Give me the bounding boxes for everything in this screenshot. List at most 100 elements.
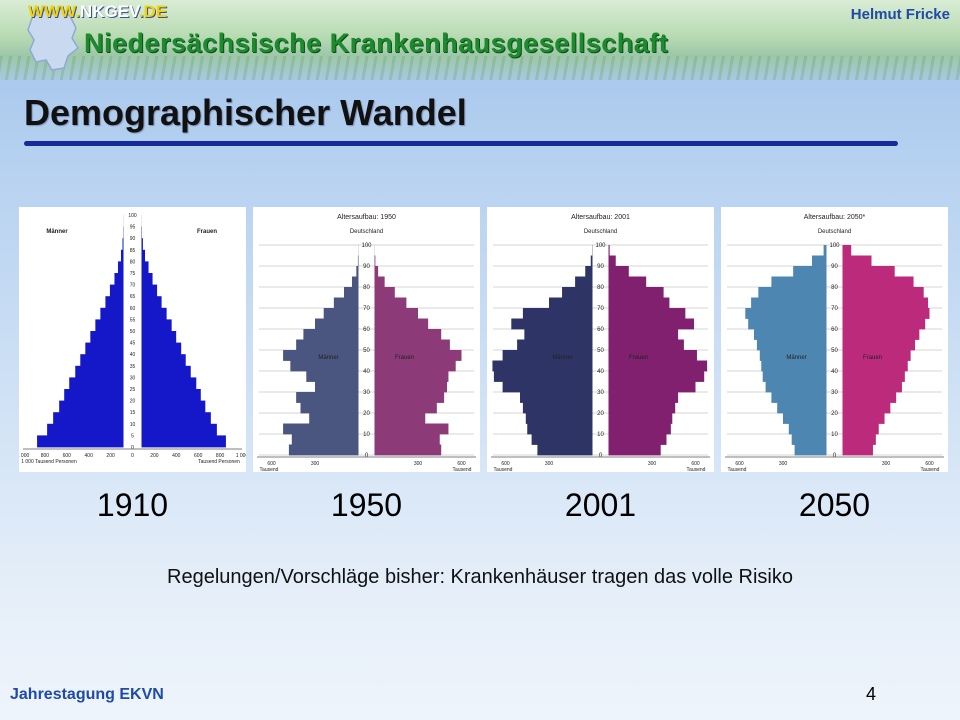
age-tick-label: 20: [363, 411, 370, 417]
age-tick-label: 50: [831, 348, 838, 354]
bar-women-age-90: [608, 255, 616, 267]
pyramid-subtitle: Deutschland: [584, 229, 617, 235]
bar-women-age-25: [141, 377, 197, 390]
bar-men-age-85: [122, 238, 124, 251]
age-tick-label: 40: [363, 369, 370, 375]
bar-men-age-65: [745, 308, 827, 319]
age-tick-label: 70: [831, 306, 838, 312]
bar-women-age-60: [374, 318, 429, 330]
bar-women-age-70: [842, 297, 929, 309]
x-tick-label: 300: [311, 461, 320, 467]
bar-men-age-85: [585, 266, 593, 277]
bar-women-age-10: [608, 423, 671, 435]
bar-men-age-10: [527, 423, 593, 435]
age-tick-label: 10: [831, 432, 838, 438]
bar-men-age-15: [309, 413, 359, 424]
bar-women-age-90: [842, 255, 872, 267]
age-tick-label: 100: [361, 243, 372, 249]
bar-women-age-40: [141, 342, 182, 355]
bar-women-age-50: [608, 339, 684, 351]
bar-women-age-80: [374, 276, 385, 288]
bar-women-age-45: [842, 350, 911, 361]
bar-men-age-90: [590, 255, 593, 267]
label-women: Frauen: [863, 355, 882, 361]
bar-men-age-0: [37, 435, 124, 448]
bar-men-age-55: [524, 329, 593, 340]
slide-footnote: Regelungen/Vorschläge bisher: Krankenhäu…: [167, 566, 793, 588]
bar-men-age-30: [315, 381, 359, 393]
website-url[interactable]: WWW.NKGEV.DE: [28, 2, 167, 22]
bar-women-age-85: [608, 266, 629, 277]
x-tick-label: 300: [545, 461, 554, 467]
title-underline: [24, 141, 898, 146]
bar-men-age-15: [59, 400, 124, 413]
bar-women-age-20: [608, 402, 676, 414]
x-tick-label: 1 000: [19, 453, 29, 459]
bar-men-age-50: [517, 339, 593, 351]
bar-men-age-45: [283, 350, 359, 361]
bar-women-age-10: [141, 412, 211, 425]
age-tick-label: 0: [365, 453, 369, 459]
x-tick-label: 300: [882, 461, 891, 467]
bar-women-age-20: [141, 389, 201, 401]
pyramid-plot-2050: Altersaufbau: 2050* Deutschland 0 10 20 30 40 5…: [725, 214, 944, 472]
x-unit-left: Tausend: [728, 467, 747, 472]
x-tick-label: 800: [41, 453, 50, 459]
x-tick-label: 600: [925, 461, 934, 467]
bar-men-age-0: [288, 444, 359, 456]
bar-men-age-5: [531, 434, 593, 445]
bar-men-age-40: [492, 360, 593, 372]
bar-women-age-15: [374, 413, 426, 424]
bar-men-age-45: [759, 350, 827, 361]
x-unit-right: Tausend: [453, 467, 472, 472]
bar-women-age-5: [608, 434, 667, 445]
age-tick-label: 100: [595, 243, 606, 249]
bar-men-age-10: [283, 423, 359, 435]
bar-women-age-0: [374, 444, 442, 456]
url-suffix: .DE: [138, 2, 168, 21]
bar-men-age-60: [511, 318, 593, 330]
bar-women-age-35: [374, 371, 449, 382]
age-tick-label: 10: [597, 432, 604, 438]
bar-women-age-45: [374, 350, 462, 361]
bar-men-age-35: [493, 371, 593, 382]
x-unit-left: Tausend: [494, 467, 513, 472]
age-tick-label: 65: [130, 294, 136, 300]
x-tick-label: 600: [735, 461, 744, 467]
bar-women-age-30: [141, 365, 191, 378]
bar-women-age-25: [374, 392, 445, 403]
age-tick-label: 70: [130, 283, 136, 289]
age-tick-label: 80: [597, 285, 604, 291]
age-tick-label: 30: [597, 390, 604, 396]
bar-women-age-30: [608, 381, 696, 393]
bar-women-age-25: [842, 392, 897, 403]
age-tick-label: 25: [130, 387, 136, 393]
bar-men-age-40: [761, 360, 827, 372]
age-tick-label: 30: [831, 390, 838, 396]
bar-men-age-60: [748, 318, 827, 330]
pyramid-subtitle: Deutschland: [350, 229, 383, 235]
bar-women-age-15: [608, 413, 673, 424]
bar-men-age-70: [549, 297, 593, 309]
bar-men-age-0: [794, 444, 827, 456]
bar-women-age-75: [842, 287, 924, 298]
x-tick-label: 200: [106, 453, 115, 459]
bar-men-age-30: [75, 365, 124, 378]
bar-men-age-30: [502, 381, 593, 393]
bar-women-age-5: [374, 434, 440, 445]
bar-men-age-85: [356, 266, 359, 277]
bar-men-age-35: [80, 354, 124, 367]
bar-women-age-65: [141, 284, 158, 297]
x-tick-label: 600: [501, 461, 510, 467]
bar-women-age-95: [608, 245, 610, 256]
bar-women-age-80: [141, 249, 146, 262]
bar-men-age-10: [53, 412, 124, 425]
x-tick-label: 300: [779, 461, 788, 467]
bar-men-age-65: [109, 284, 124, 297]
x-unit-right: Tausend: [687, 467, 706, 472]
x-unit-left: Tausend: [260, 467, 279, 472]
bar-men-age-90: [812, 255, 827, 267]
bar-men-age-60: [315, 318, 359, 330]
age-tick-label: 5: [131, 433, 134, 439]
population-pyramid-2050: Altersaufbau: 2050* Deutschland 0 10 20 30 40 5…: [721, 207, 948, 472]
